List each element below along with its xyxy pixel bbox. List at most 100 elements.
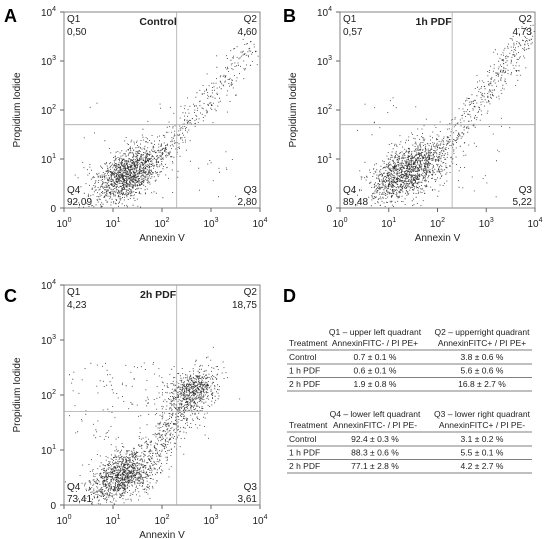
tick-exp: 4 xyxy=(328,6,332,13)
tick-base: 10 xyxy=(154,219,166,230)
tick-base: 10 xyxy=(41,57,53,68)
x-tick-label: 100 xyxy=(332,217,347,230)
tick-base: 10 xyxy=(41,336,53,347)
table-cell: 1.9 ± 0.8 % xyxy=(354,379,397,389)
tick-base: 10 xyxy=(56,516,68,527)
tick-base: 10 xyxy=(317,106,329,117)
tick-exp: 2 xyxy=(166,514,170,521)
x-tick-label: 103 xyxy=(479,217,494,230)
y-tick-label: 102 xyxy=(317,104,332,117)
tick-exp: 4 xyxy=(264,514,268,521)
cell-cloud xyxy=(72,33,259,208)
tick-exp: 2 xyxy=(166,217,170,224)
quadrant-value: 2,80 xyxy=(238,197,258,208)
x-tick-label: 104 xyxy=(252,217,267,230)
y-tick-label: 102 xyxy=(41,104,56,117)
quadrant-value: 0,50 xyxy=(67,27,87,38)
panel-title: 2h PDF xyxy=(140,289,177,301)
tick-base: 10 xyxy=(527,219,539,230)
tick-base: 0 xyxy=(326,204,332,215)
table-cell: 4.2 ± 2.7 % xyxy=(461,461,504,471)
x-tick-label: 104 xyxy=(527,217,542,230)
column-header: AnnexinFITC+ / PI PE- xyxy=(439,420,525,430)
y-tick-label: 0 xyxy=(50,204,56,215)
table-cell: 77.1 ± 2.8 % xyxy=(351,461,399,471)
tick-exp: 1 xyxy=(52,153,56,160)
y-tick-label: 103 xyxy=(317,55,332,68)
y-axis-label: Propidium Iodide xyxy=(12,72,23,147)
x-axis-label: Annexin V xyxy=(139,530,185,539)
tick-base: 0 xyxy=(50,501,56,512)
tick-exp: 3 xyxy=(52,334,56,341)
table-cell: 1 h PDF xyxy=(289,366,320,376)
y-tick-label: 101 xyxy=(41,444,56,457)
x-tick-label: 100 xyxy=(56,217,71,230)
quadrant-label: Q2 xyxy=(519,14,533,25)
tick-exp: 0 xyxy=(344,217,348,224)
tick-exp: 2 xyxy=(441,217,445,224)
tick-exp: 1 xyxy=(117,217,121,224)
tick-base: 10 xyxy=(41,391,53,402)
quadrant-label: Q3 xyxy=(244,185,258,196)
plot-frame xyxy=(339,11,536,209)
y-tick-label: 101 xyxy=(41,153,56,166)
quadrant-value: 4,23 xyxy=(67,300,87,311)
tick-base: 10 xyxy=(252,219,264,230)
tick-base: 10 xyxy=(317,57,329,68)
tick-base: 10 xyxy=(105,219,117,230)
plot-frame xyxy=(63,11,261,209)
panel-letter: C xyxy=(4,286,17,306)
quadrant-value: 4,60 xyxy=(238,27,258,38)
cell-cloud xyxy=(65,346,241,505)
y-axis-label: Propidium Iodide xyxy=(288,72,299,147)
y-tick-label: 102 xyxy=(41,389,56,402)
table-cell: 88.3 ± 0.6 % xyxy=(351,448,399,458)
table-cell: 92.4 ± 0.3 % xyxy=(351,434,399,444)
x-axis-label: Annexin V xyxy=(415,233,461,244)
tick-exp: 4 xyxy=(52,279,56,286)
x-tick-label: 101 xyxy=(105,217,120,230)
quadrant-label: Q4 xyxy=(67,482,81,493)
tick-exp: 2 xyxy=(328,104,332,111)
quadrant-label: Q3 xyxy=(519,185,533,196)
tick-base: 10 xyxy=(41,155,53,166)
y-tick-label: 103 xyxy=(41,334,56,347)
table-cell: 2 h PDF xyxy=(289,379,320,389)
quadrant-value: 3,61 xyxy=(238,494,258,505)
tick-base: 10 xyxy=(317,155,329,166)
tick-exp: 1 xyxy=(392,217,396,224)
tick-exp: 4 xyxy=(264,217,268,224)
y-tick-label: 101 xyxy=(317,153,332,166)
table-cell: 5.5 ± 0.1 % xyxy=(461,448,504,458)
quadrant-label: Q1 xyxy=(67,287,81,298)
quadrant-value: 5,22 xyxy=(513,197,533,208)
tick-exp: 1 xyxy=(52,444,56,451)
tick-base: 10 xyxy=(203,516,215,527)
x-tick-label: 101 xyxy=(381,217,396,230)
tick-base: 10 xyxy=(41,8,53,19)
tick-base: 10 xyxy=(56,219,68,230)
x-axis-label: Annexin V xyxy=(139,233,185,244)
x-tick-label: 101 xyxy=(105,514,120,527)
quadrant-value: 73,41 xyxy=(67,494,92,505)
table-cell: 3.8 ± 0.6 % xyxy=(461,352,504,362)
column-header: Q2 – upperright quadrant xyxy=(435,327,531,337)
tick-base: 10 xyxy=(317,8,329,19)
tick-exp: 3 xyxy=(215,217,219,224)
panel-letter: A xyxy=(4,6,17,26)
tick-base: 10 xyxy=(430,219,442,230)
tick-base: 10 xyxy=(479,219,491,230)
column-header: Q3 – lower right quadrant xyxy=(434,409,531,419)
table-cell: 16.8 ± 2.7 % xyxy=(458,379,506,389)
table-cell: 3.1 ± 0.2 % xyxy=(461,434,504,444)
column-header: AnnexinFITC+ / PI PE+ xyxy=(438,338,526,348)
tick-base: 10 xyxy=(105,516,117,527)
table-cell: 2 h PDF xyxy=(289,461,320,471)
table-cell: 5.6 ± 0.6 % xyxy=(461,366,504,376)
tick-base: 10 xyxy=(252,516,264,527)
tick-base: 0 xyxy=(50,204,56,215)
tick-exp: 1 xyxy=(328,153,332,160)
quadrant-label: Q2 xyxy=(244,287,258,298)
tick-exp: 3 xyxy=(215,514,219,521)
tick-exp: 3 xyxy=(52,55,56,62)
